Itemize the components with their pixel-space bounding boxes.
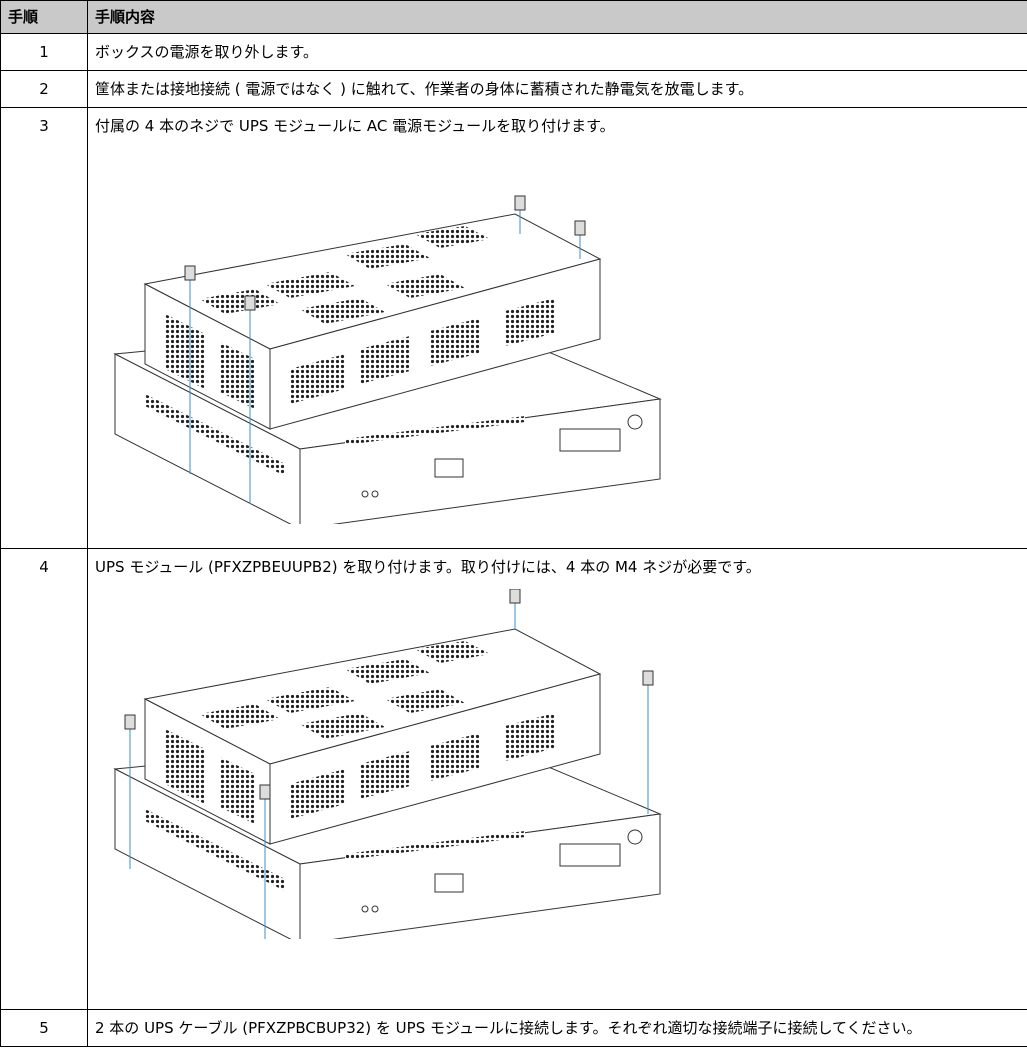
step-number: 3: [0, 107, 88, 549]
step-text: 2 本の UPS ケーブル (PFXZPBCBUP32) を UPS モジュール…: [87, 1009, 1027, 1047]
step-text: UPS モジュール (PFXZPBEUUPB2) を取り付けます。取り付けには、…: [95, 558, 761, 576]
step-text: 付属の 4 本のネジで UPS モジュールに AC 電源モジュールを取り付けます…: [95, 117, 615, 135]
step-number: 2: [0, 70, 88, 108]
header-cell: 手順: [0, 0, 88, 34]
step-content: UPS モジュール (PFXZPBEUUPB2) を取り付けます。取り付けには、…: [87, 548, 1027, 1010]
screw-heads: [124, 589, 654, 800]
screws: [189, 209, 581, 504]
step-number: 5: [0, 1009, 88, 1047]
illustration: [114, 195, 661, 524]
step-number: 1: [0, 33, 88, 71]
row: 4 UPS モジュール (PFXZPBEUUPB2) を取り付けます。取り付けに…: [0, 548, 1027, 1010]
header-row: 手順 手順内容: [0, 0, 1027, 34]
row: 2 筐体または接地接続 ( 電源ではなく ) に触れて、作業者の身体に蓄積された…: [0, 70, 1027, 108]
row: 3 付属の 4 本のネジで UPS モジュールに AC 電源モジュールを取り付け…: [0, 107, 1027, 549]
illustration: [114, 589, 661, 939]
row: 5 2 本の UPS ケーブル (PFXZPBCBUP32) を UPS モジュ…: [0, 1009, 1027, 1047]
step-content: 付属の 4 本のネジで UPS モジュールに AC 電源モジュールを取り付けます…: [87, 107, 1027, 549]
screws: [129, 599, 649, 939]
step-number: 4: [0, 548, 88, 1010]
screw-heads: [184, 195, 586, 311]
header-cell: 手順内容: [87, 0, 1027, 34]
step-text: ボックスの電源を取り外します。: [87, 33, 1027, 71]
step-text: 筐体または接地接続 ( 電源ではなく ) に触れて、作業者の身体に蓄積された静電…: [87, 70, 1027, 108]
row: 1 ボックスの電源を取り外します。: [0, 33, 1027, 71]
